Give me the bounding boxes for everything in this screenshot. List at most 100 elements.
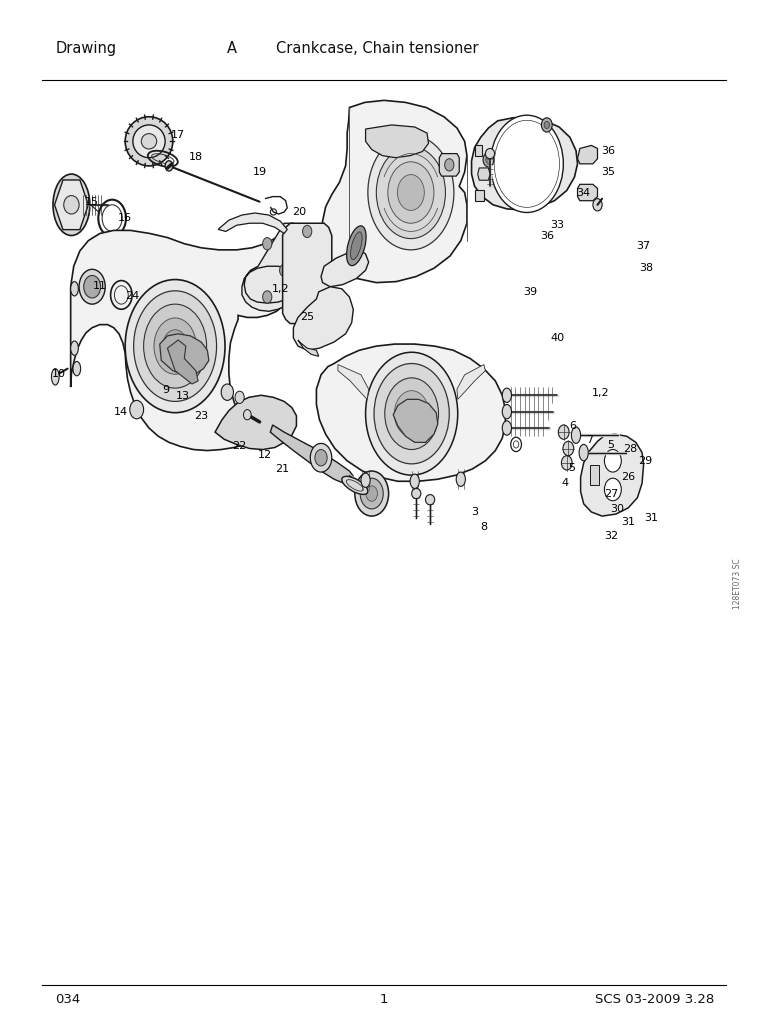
Text: 11: 11: [93, 281, 107, 291]
Ellipse shape: [412, 488, 421, 499]
Polygon shape: [457, 365, 485, 399]
Ellipse shape: [368, 135, 454, 250]
Polygon shape: [581, 434, 644, 516]
Ellipse shape: [445, 159, 454, 171]
Text: 034: 034: [55, 993, 81, 1006]
Ellipse shape: [558, 425, 569, 439]
Ellipse shape: [303, 309, 312, 322]
Ellipse shape: [410, 474, 419, 488]
Ellipse shape: [315, 450, 327, 466]
Ellipse shape: [593, 199, 602, 211]
Text: 16: 16: [118, 213, 131, 223]
Polygon shape: [472, 118, 578, 210]
Text: 1,2: 1,2: [272, 284, 289, 294]
Polygon shape: [323, 100, 467, 283]
Text: 5: 5: [607, 440, 614, 451]
Polygon shape: [293, 287, 353, 350]
Ellipse shape: [303, 225, 312, 238]
Polygon shape: [270, 425, 353, 483]
Ellipse shape: [263, 291, 272, 303]
Text: Drawing: Drawing: [55, 41, 117, 56]
Ellipse shape: [541, 118, 552, 132]
Ellipse shape: [366, 352, 458, 475]
Ellipse shape: [502, 388, 511, 402]
Text: 37: 37: [637, 241, 650, 251]
Ellipse shape: [604, 450, 621, 472]
Ellipse shape: [350, 231, 362, 260]
Text: 12: 12: [258, 450, 272, 460]
Ellipse shape: [163, 330, 187, 362]
Text: 38: 38: [640, 263, 654, 273]
Polygon shape: [71, 225, 300, 451]
Ellipse shape: [84, 275, 101, 298]
Text: 10: 10: [51, 369, 65, 379]
Ellipse shape: [243, 410, 251, 420]
Text: 19: 19: [253, 167, 266, 177]
Polygon shape: [215, 395, 296, 450]
Text: 40: 40: [551, 333, 564, 343]
Polygon shape: [55, 180, 88, 229]
Ellipse shape: [374, 364, 449, 464]
Text: 35: 35: [601, 167, 615, 177]
Text: 34: 34: [577, 187, 591, 198]
Ellipse shape: [502, 404, 511, 419]
Text: 3: 3: [471, 507, 478, 517]
Ellipse shape: [165, 161, 173, 171]
Polygon shape: [578, 145, 598, 164]
Ellipse shape: [485, 157, 492, 163]
Ellipse shape: [79, 269, 105, 304]
Ellipse shape: [221, 384, 233, 400]
Text: 36: 36: [540, 230, 554, 241]
Ellipse shape: [361, 473, 370, 487]
Text: 31: 31: [644, 513, 658, 523]
Text: 1,2: 1,2: [592, 388, 609, 398]
Ellipse shape: [563, 441, 574, 456]
Ellipse shape: [141, 134, 157, 150]
Ellipse shape: [310, 443, 332, 472]
Polygon shape: [338, 365, 369, 399]
Ellipse shape: [144, 304, 207, 388]
Ellipse shape: [579, 444, 588, 461]
Text: 27: 27: [604, 488, 618, 499]
Ellipse shape: [134, 291, 217, 401]
Text: 9: 9: [162, 385, 170, 395]
Ellipse shape: [544, 122, 550, 128]
Ellipse shape: [125, 280, 225, 413]
Text: 39: 39: [523, 287, 537, 297]
Polygon shape: [439, 154, 459, 176]
Ellipse shape: [73, 361, 81, 376]
Ellipse shape: [280, 264, 289, 276]
Polygon shape: [321, 250, 369, 287]
Text: 30: 30: [611, 504, 624, 514]
Ellipse shape: [125, 117, 173, 166]
Text: 13: 13: [176, 391, 190, 401]
Ellipse shape: [263, 238, 272, 250]
Polygon shape: [298, 340, 319, 356]
Ellipse shape: [425, 495, 435, 505]
Text: 15: 15: [85, 197, 99, 207]
Ellipse shape: [71, 341, 78, 355]
Polygon shape: [160, 334, 209, 376]
Text: 1: 1: [379, 993, 389, 1006]
Ellipse shape: [561, 456, 572, 470]
Polygon shape: [475, 145, 482, 156]
Ellipse shape: [355, 471, 389, 516]
Text: 32: 32: [604, 530, 618, 541]
Polygon shape: [316, 344, 505, 481]
Text: 36: 36: [601, 145, 615, 156]
Text: 17: 17: [171, 130, 185, 140]
Ellipse shape: [130, 400, 144, 419]
Polygon shape: [590, 465, 599, 485]
Polygon shape: [475, 190, 484, 201]
Text: 128ET073 SC: 128ET073 SC: [733, 558, 742, 609]
Text: 7: 7: [586, 435, 594, 445]
Ellipse shape: [346, 226, 366, 265]
Ellipse shape: [604, 478, 621, 501]
Polygon shape: [283, 223, 332, 324]
Ellipse shape: [51, 369, 59, 385]
Text: A: A: [227, 41, 237, 56]
Ellipse shape: [366, 486, 377, 501]
Text: 20: 20: [293, 207, 306, 217]
Text: 6: 6: [569, 421, 577, 431]
Ellipse shape: [502, 421, 511, 435]
